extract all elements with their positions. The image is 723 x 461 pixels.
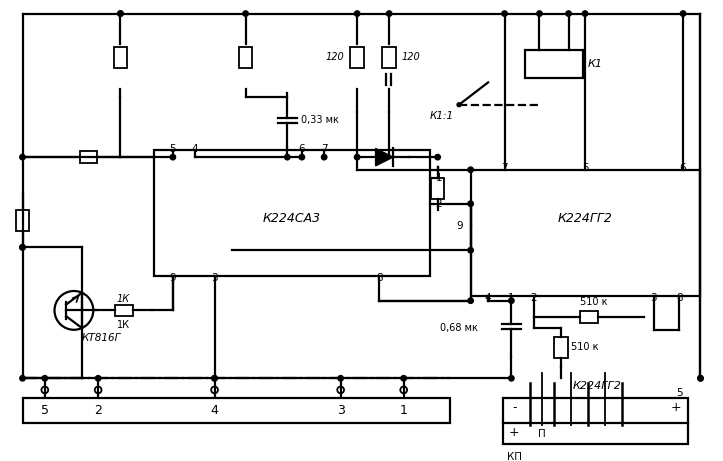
Text: 8: 8 xyxy=(676,293,683,302)
Text: 5: 5 xyxy=(676,388,683,398)
Bar xyxy=(115,305,132,316)
Text: 1: 1 xyxy=(436,172,442,183)
Circle shape xyxy=(20,245,25,250)
Text: -: - xyxy=(512,401,516,414)
Bar xyxy=(155,150,430,277)
Text: 0,33 мк: 0,33 мк xyxy=(301,115,339,125)
Bar xyxy=(525,50,583,77)
Text: +: + xyxy=(671,401,682,414)
Text: 1: 1 xyxy=(508,293,515,302)
Text: 510 к: 510 к xyxy=(580,296,607,307)
Text: 510 к: 510 к xyxy=(571,342,599,352)
Text: 1: 1 xyxy=(400,404,408,417)
Text: 4: 4 xyxy=(484,293,492,302)
Bar xyxy=(16,210,30,231)
Bar xyxy=(351,47,364,68)
Circle shape xyxy=(354,154,360,160)
Circle shape xyxy=(502,11,508,16)
Text: К1: К1 xyxy=(588,59,603,69)
Text: КП: КП xyxy=(508,452,523,461)
Text: 5: 5 xyxy=(40,404,49,417)
Text: 4: 4 xyxy=(210,404,218,417)
Circle shape xyxy=(536,11,542,16)
Text: 9: 9 xyxy=(169,273,176,283)
Circle shape xyxy=(468,201,474,207)
Circle shape xyxy=(212,376,218,381)
Text: 8: 8 xyxy=(376,273,382,283)
Circle shape xyxy=(566,11,571,16)
Bar xyxy=(114,47,127,68)
Text: 2: 2 xyxy=(436,199,442,209)
Text: 9: 9 xyxy=(456,221,463,231)
Text: 2: 2 xyxy=(94,404,102,417)
Circle shape xyxy=(509,376,514,381)
Circle shape xyxy=(285,154,290,160)
Text: 6: 6 xyxy=(680,163,686,173)
Text: 7: 7 xyxy=(501,163,508,173)
Circle shape xyxy=(95,376,101,381)
Text: 1К: 1К xyxy=(117,294,130,304)
Text: 1К: 1К xyxy=(117,320,130,330)
Circle shape xyxy=(468,167,474,172)
Bar xyxy=(80,151,97,163)
Text: 0,68 мк: 0,68 мк xyxy=(440,323,477,333)
Bar xyxy=(382,47,396,68)
Text: 3: 3 xyxy=(651,293,657,302)
Text: К224СА3: К224СА3 xyxy=(263,212,321,225)
Text: 3: 3 xyxy=(211,273,218,283)
Circle shape xyxy=(20,245,25,250)
Circle shape xyxy=(212,376,218,381)
Bar xyxy=(431,178,445,199)
Bar xyxy=(502,398,688,444)
Text: +: + xyxy=(509,426,520,439)
Text: П: П xyxy=(538,429,545,439)
Text: 120: 120 xyxy=(402,52,421,62)
Circle shape xyxy=(435,154,440,160)
Bar xyxy=(581,311,598,323)
Text: 3: 3 xyxy=(337,404,345,417)
Text: К224ГГ2: К224ГГ2 xyxy=(558,212,613,225)
Circle shape xyxy=(386,11,392,16)
Circle shape xyxy=(698,376,703,381)
Circle shape xyxy=(42,376,48,381)
Circle shape xyxy=(509,298,514,303)
Circle shape xyxy=(401,376,406,381)
Circle shape xyxy=(299,154,304,160)
Circle shape xyxy=(468,248,474,253)
Bar xyxy=(22,398,450,423)
Text: 6: 6 xyxy=(299,143,305,154)
Circle shape xyxy=(243,11,248,16)
Text: 120: 120 xyxy=(326,52,345,62)
Text: 5: 5 xyxy=(169,143,176,154)
Text: 2: 2 xyxy=(531,293,537,302)
Circle shape xyxy=(582,11,588,16)
Circle shape xyxy=(118,11,123,16)
Text: К1:1: К1:1 xyxy=(430,112,454,121)
Bar xyxy=(471,170,701,296)
Circle shape xyxy=(338,376,343,381)
Bar xyxy=(554,337,568,358)
Circle shape xyxy=(354,11,360,16)
Text: 4: 4 xyxy=(192,143,199,154)
Text: К224ГГ2: К224ГГ2 xyxy=(573,381,621,391)
Polygon shape xyxy=(375,148,393,166)
Circle shape xyxy=(322,154,327,160)
Circle shape xyxy=(468,298,474,303)
Text: 7: 7 xyxy=(321,143,328,154)
Circle shape xyxy=(457,103,461,106)
Text: 5: 5 xyxy=(582,163,589,173)
Circle shape xyxy=(698,376,703,381)
Circle shape xyxy=(20,154,25,160)
Text: КТ816Г: КТ816Г xyxy=(82,332,121,343)
Circle shape xyxy=(170,154,176,160)
Circle shape xyxy=(680,11,685,16)
Bar xyxy=(239,47,252,68)
Circle shape xyxy=(20,376,25,381)
Circle shape xyxy=(118,11,123,16)
